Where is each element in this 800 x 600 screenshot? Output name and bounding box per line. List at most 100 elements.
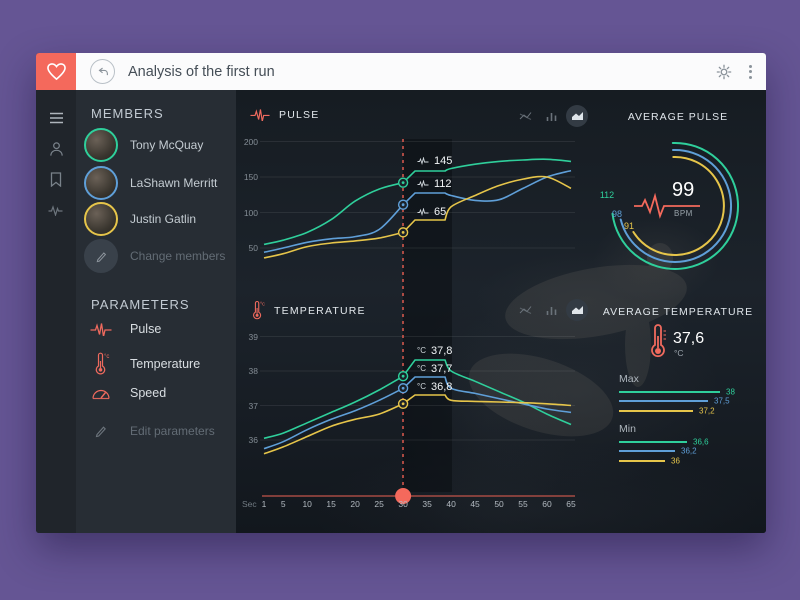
edit-parameters-button[interactable]: Edit parameters [84, 424, 215, 438]
pencil-icon [96, 251, 106, 262]
series-line [263, 376, 572, 450]
x-tick-label: 60 [542, 499, 552, 509]
thermometer-icon: °c [95, 352, 109, 375]
parameter-row-speed[interactable]: Speed [84, 386, 166, 400]
callout-value: 112 [434, 178, 452, 190]
average-pulse-unit: BPM [674, 209, 693, 218]
x-tick-label: 10 [302, 499, 312, 509]
series-line [263, 394, 572, 455]
parameter-label: Temperature [130, 357, 201, 371]
area-chart-icon-button[interactable] [566, 299, 588, 321]
callout-value: 37,8 [430, 345, 453, 357]
avatar-lashawn [84, 166, 118, 200]
series-marker-dot [401, 374, 405, 378]
y-tick-label: 38 [248, 366, 258, 376]
menu-button[interactable] [36, 102, 76, 133]
series-marker-dot [401, 203, 405, 207]
timeline-ticks: 1 5 10 15 20 25 30 35 40 45 50 55 60 65 [236, 90, 766, 533]
area-chart-icon [571, 306, 583, 314]
pulse-mini-icon [417, 157, 429, 165]
x-tick-label: 5 [280, 499, 286, 509]
temp-callout-justin: °C 36,8 [417, 381, 452, 393]
settings-button[interactable] [715, 63, 733, 81]
bar-chart-icon [546, 113, 556, 121]
average-temperature-unit: °C [674, 348, 684, 358]
overflow-menu-button[interactable] [747, 63, 754, 81]
bar-chart-icon-button[interactable] [540, 299, 562, 321]
average-temperature-title: AVERAGE TEMPERATURE [602, 306, 754, 318]
y-tick-label: 37 [248, 400, 258, 411]
avatar-justin [84, 202, 118, 236]
timeline-handle[interactable] [395, 488, 412, 504]
gauge-ring [611, 141, 739, 270]
pulse-chart-header: PULSE [250, 108, 319, 121]
members-nav-button[interactable] [36, 133, 76, 164]
activity-nav-button[interactable] [36, 195, 76, 226]
line-chart-icon [519, 112, 531, 120]
member-name: LaShawn Merritt [130, 176, 218, 190]
pulse-chart-type-toggle [514, 105, 588, 127]
sidebar: MEMBERS Tony McQuay LaShawn Merritt Just… [76, 90, 236, 533]
temp-callout-tony: °C 37,8 [417, 345, 452, 357]
x-tick-label: 15 [326, 499, 336, 509]
line-chart-icon-button[interactable] [514, 299, 536, 321]
pencil-icon [95, 426, 106, 438]
area-chart-icon-button[interactable] [566, 105, 588, 127]
avatar-tony [84, 128, 118, 162]
member-row-lashawn[interactable]: LaShawn Merritt [84, 166, 217, 200]
stat-value-max: 38 [726, 387, 735, 397]
series-line [263, 169, 572, 254]
speedometer-icon [92, 389, 110, 399]
x-tick-label: 20 [350, 499, 360, 509]
temperature-chart-title: TEMPERATURE [274, 304, 366, 317]
y-tick-label: 39 [248, 331, 258, 342]
bookmark-icon [50, 172, 62, 187]
pulse-callout-tony: 145 [417, 155, 452, 167]
area-chart-icon [571, 112, 583, 120]
pulse-callout-justin: 65 [417, 206, 446, 218]
callout-value: 37,7 [430, 363, 453, 375]
y-tick-label: 36 [248, 435, 258, 445]
charts-canvas [260, 139, 739, 504]
change-members-button[interactable]: Change members [84, 239, 225, 273]
ecg-icon [634, 192, 700, 219]
member-name: Tony McQuay [130, 138, 204, 152]
heart-icon [46, 63, 66, 81]
series-marker-dot [401, 181, 405, 185]
member-row-justin[interactable]: Justin Gatlin [84, 202, 196, 236]
title-bar: Analysis of the first run [76, 53, 766, 90]
parameter-row-temperature[interactable]: °c Temperature [84, 352, 200, 376]
series-marker-dot [401, 402, 405, 406]
y-tick-label: 50 [248, 243, 258, 253]
pulse-callout-lashawn: 112 [417, 178, 452, 190]
back-button[interactable] [90, 59, 115, 84]
bar-chart-icon-button[interactable] [540, 105, 562, 127]
app-logo[interactable] [36, 53, 76, 90]
hamburger-icon [49, 112, 63, 123]
x-tick-label: 40 [446, 499, 456, 509]
topbar: Analysis of the first run [36, 53, 766, 90]
parameters-section-title: PARAMETERS [91, 297, 190, 312]
x-tick-label: 65 [566, 499, 576, 509]
stat-value-min: 36,2 [681, 446, 697, 456]
x-tick-label: 1 [261, 499, 267, 509]
line-chart-icon [519, 306, 531, 314]
gauge-ring-value: 91 [623, 221, 635, 231]
bar-chart-icon [546, 307, 556, 315]
parameter-row-pulse[interactable]: Pulse [84, 322, 161, 336]
max-label: Max [619, 373, 639, 385]
stat-value-min: 36,6 [693, 437, 709, 447]
main-panel: PULSE [236, 90, 766, 533]
thermometer-icon: °c [253, 301, 265, 320]
members-section-title: MEMBERS [91, 106, 164, 121]
line-chart-icon-button[interactable] [514, 105, 536, 127]
series-line [263, 158, 572, 246]
member-row-tony[interactable]: Tony McQuay [84, 128, 203, 162]
x-tick-label: 55 [518, 499, 528, 509]
average-pulse-value: 99 [672, 179, 695, 201]
series-line [263, 175, 572, 259]
x-tick-label: 25 [374, 499, 384, 509]
bookmarks-nav-button[interactable] [36, 164, 76, 195]
pulse-icon [90, 323, 112, 336]
pulse-icon [250, 109, 270, 121]
